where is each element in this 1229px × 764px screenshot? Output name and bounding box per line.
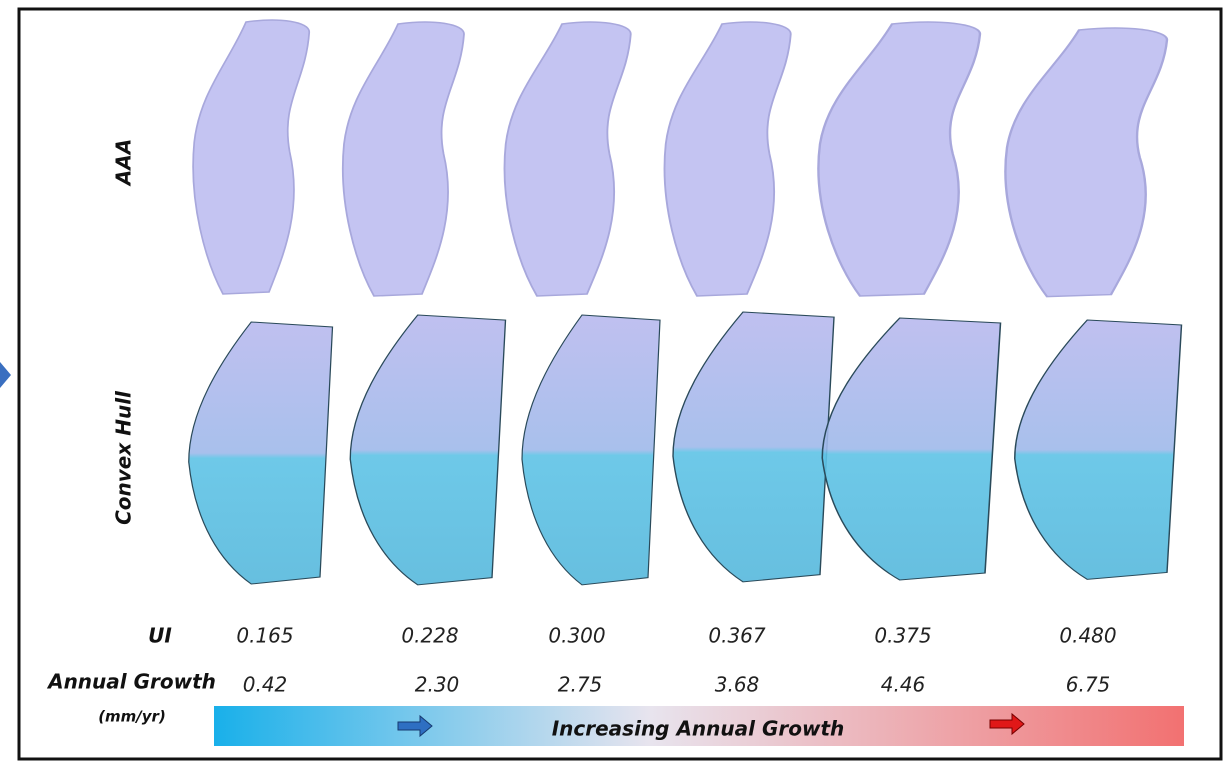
- growth-value: 3.68: [715, 673, 760, 697]
- growth-value: 2.30: [415, 673, 460, 697]
- ui-value: 0.165: [236, 624, 293, 648]
- row-label: AAA: [112, 139, 136, 187]
- growth-value: 0.42: [243, 673, 288, 697]
- row-label: Convex Hull: [112, 390, 136, 525]
- ui-value: 0.300: [548, 624, 605, 648]
- banner-text: Increasing Annual Growth: [552, 717, 845, 741]
- growth-value: 2.75: [558, 673, 603, 697]
- ui-value: 0.480: [1059, 624, 1116, 648]
- figure: AAA Convex Hull UI Annual Growth (mm/yr)…: [0, 0, 1229, 764]
- pointer: [0, 362, 11, 388]
- ui-label: UI: [148, 624, 172, 648]
- ui-value: 0.375: [874, 624, 931, 648]
- ui-value: 0.367: [708, 624, 766, 648]
- ui-value: 0.228: [401, 624, 458, 648]
- growth-value: 4.46: [881, 673, 926, 697]
- growth-label: Annual Growth: [46, 670, 216, 694]
- growth-value: 6.75: [1066, 673, 1111, 697]
- growth-unit: (mm/yr): [98, 708, 166, 726]
